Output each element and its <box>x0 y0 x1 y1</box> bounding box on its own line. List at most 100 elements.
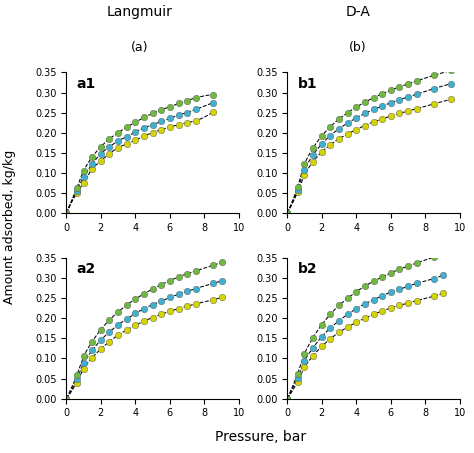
Point <box>378 308 386 315</box>
Point <box>209 262 217 269</box>
Point <box>310 158 317 165</box>
Point <box>183 270 191 277</box>
Point <box>140 318 148 325</box>
Text: D-A: D-A <box>346 5 370 19</box>
Point <box>413 77 420 85</box>
Point <box>183 288 191 295</box>
Point <box>114 308 122 315</box>
Point <box>387 99 394 106</box>
Point <box>209 91 217 98</box>
Point <box>218 277 226 284</box>
Point <box>344 311 351 318</box>
Point <box>361 300 369 308</box>
Point <box>361 110 369 117</box>
Point <box>192 300 200 308</box>
Point <box>106 150 113 157</box>
Point <box>294 378 301 386</box>
Point <box>283 209 291 217</box>
Text: b2: b2 <box>298 262 317 276</box>
Point <box>149 301 156 308</box>
Point <box>192 267 200 275</box>
Point <box>140 124 148 131</box>
Point <box>73 188 81 195</box>
Point <box>361 122 369 129</box>
Point <box>97 143 105 150</box>
Point <box>89 338 96 345</box>
Point <box>370 296 377 304</box>
Point <box>166 115 173 122</box>
Point <box>73 379 81 386</box>
Point <box>318 343 326 350</box>
Point <box>89 160 96 168</box>
Point <box>63 209 70 217</box>
Point <box>353 288 360 295</box>
Point <box>175 111 182 119</box>
Point <box>166 124 173 131</box>
Point <box>335 125 343 132</box>
Point <box>114 137 122 145</box>
Point <box>430 275 438 282</box>
Point <box>192 117 200 124</box>
Text: Langmuir: Langmuir <box>107 5 173 19</box>
Point <box>404 299 412 307</box>
Point <box>123 140 130 148</box>
Point <box>447 67 455 74</box>
Point <box>89 354 96 361</box>
Point <box>378 273 386 280</box>
Point <box>370 118 377 125</box>
Point <box>183 109 191 116</box>
Point <box>353 103 360 111</box>
Point <box>80 353 87 360</box>
Point <box>396 265 403 273</box>
Point <box>73 189 81 197</box>
Point <box>97 150 105 157</box>
Point <box>157 106 165 113</box>
Point <box>301 357 308 365</box>
Point <box>404 107 412 115</box>
Point <box>318 333 326 340</box>
Point <box>430 85 438 92</box>
Point <box>192 94 200 101</box>
Point <box>294 183 301 191</box>
Point <box>132 119 139 126</box>
Point <box>301 160 308 168</box>
Point <box>106 135 113 142</box>
Point <box>132 322 139 329</box>
Point <box>404 283 412 290</box>
Point <box>283 395 291 402</box>
Point <box>140 114 148 121</box>
Point <box>123 124 130 131</box>
Point <box>294 370 301 377</box>
Point <box>63 395 70 402</box>
Point <box>344 120 351 127</box>
Point <box>404 262 412 270</box>
Point <box>430 100 438 107</box>
Point <box>294 186 301 193</box>
Text: (a): (a) <box>131 41 148 54</box>
Point <box>157 118 165 125</box>
Point <box>73 184 81 192</box>
Point <box>396 96 403 103</box>
Point <box>175 273 182 280</box>
Point <box>413 105 420 112</box>
Point <box>89 165 96 173</box>
Point <box>209 99 217 106</box>
Point <box>209 108 217 116</box>
Point <box>63 395 70 402</box>
Point <box>310 151 317 159</box>
Point <box>310 334 317 341</box>
Point <box>370 311 377 318</box>
Point <box>218 259 226 266</box>
Point <box>132 295 139 303</box>
Point <box>378 90 386 97</box>
Point <box>387 112 394 120</box>
Point <box>387 304 394 312</box>
Text: Pressure, bar: Pressure, bar <box>215 430 306 444</box>
Point <box>192 285 200 292</box>
Point <box>327 324 334 332</box>
Point <box>378 292 386 299</box>
Point <box>404 80 412 87</box>
Point <box>183 303 191 310</box>
Text: Amount adsorbed, kg/kg: Amount adsorbed, kg/kg <box>3 149 16 304</box>
Point <box>140 290 148 298</box>
